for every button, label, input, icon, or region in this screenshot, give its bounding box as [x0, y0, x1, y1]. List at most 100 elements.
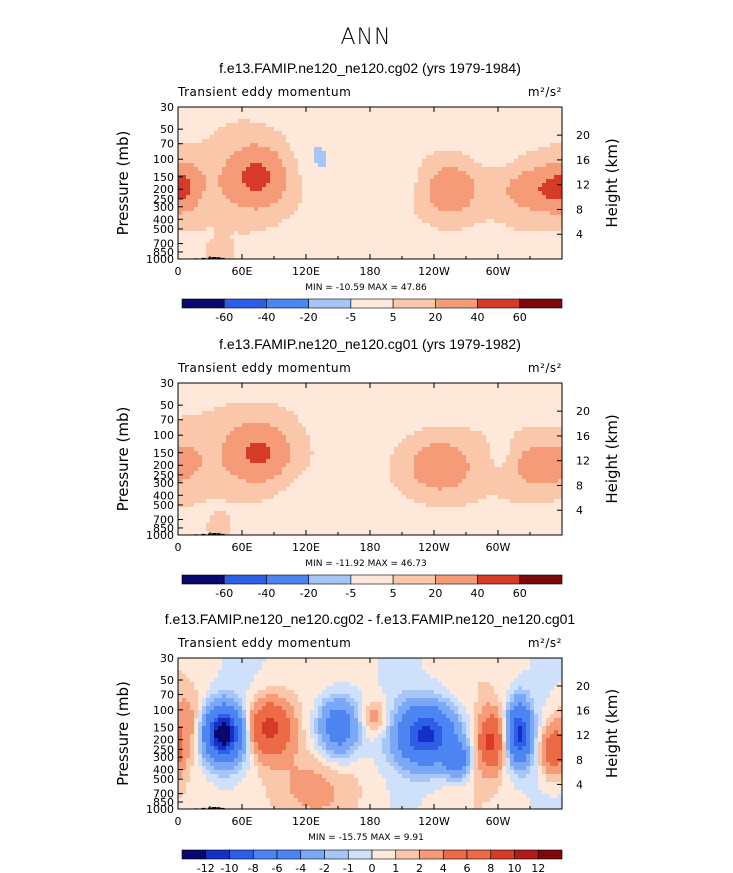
min-max-stats: MIN = -11.92 MAX = 46.73: [305, 559, 426, 569]
x-tick-label: 120E: [292, 265, 320, 278]
panel-1: f.e13.FAMIP.ne120_ne120.cg02 (yrs 1979-1…: [114, 60, 621, 324]
topography-bar: [216, 807, 221, 809]
p-tick-label: 150: [153, 171, 174, 184]
p-tick-label: 300: [153, 751, 174, 764]
colorbar-label: -20: [300, 311, 318, 324]
colorbar-swatch: [347, 849, 373, 860]
colorbar-swatch: [514, 849, 539, 860]
colorbar-label: 20: [428, 311, 442, 324]
colorbar-swatch: [537, 849, 563, 860]
p-tick-label: 500: [153, 223, 174, 236]
colorbar-swatch: [490, 849, 515, 860]
colorbar-swatch: [266, 574, 309, 585]
topography-bar: [201, 807, 206, 809]
p-tick-label: 70: [160, 414, 174, 427]
min-max-stats: MIN = -10.59 MAX = 47.86: [305, 283, 427, 293]
colorbar-swatch: [181, 574, 225, 585]
p-tick-label: 250: [153, 743, 174, 756]
colorbar-swatch: [223, 298, 267, 309]
p-tick-label: 500: [153, 773, 174, 786]
colorbar-label: -2: [319, 862, 330, 873]
colorbar-label: 0: [369, 862, 376, 873]
topography-bar: [212, 533, 217, 535]
p-tick-label: 300: [153, 201, 174, 214]
colorbar-label: 10: [508, 862, 522, 873]
p-tick-label: 250: [153, 469, 174, 482]
colorbar-label: -40: [257, 587, 275, 600]
colorbar-swatch: [395, 849, 420, 860]
p-tick-label: 850: [153, 522, 174, 535]
colorbar-swatch: [308, 298, 352, 309]
h-tick-label: 12: [576, 455, 590, 468]
topography-bar: [220, 533, 225, 535]
h-tick-label: 4: [576, 778, 583, 791]
colorbar-label: -10: [221, 862, 239, 873]
variable-label: Transient eddy momentum: [177, 361, 351, 375]
x-tick-label: 180: [360, 541, 381, 554]
p-tick-label: 400: [153, 213, 174, 226]
colorbar-swatch: [181, 298, 225, 309]
p-tick-label: 30: [160, 377, 174, 390]
y-axis-label: Pressure (mb): [114, 681, 132, 786]
x-tick-label: 180: [360, 815, 381, 828]
colorbar-swatch: [324, 849, 349, 860]
p-tick-label: 50: [160, 123, 174, 136]
h-tick-label: 16: [576, 430, 590, 443]
x-tick-label: 120W: [418, 265, 450, 278]
panels: f.e13.FAMIP.ne120_ne120.cg02 (yrs 1979-1…: [114, 60, 621, 873]
variable-label: Transient eddy momentum: [177, 636, 351, 650]
p-tick-label: 400: [153, 764, 174, 777]
x-tick-label: 60W: [486, 265, 511, 278]
colorbar-label: -60: [215, 587, 233, 600]
colorbar-swatch: [350, 298, 394, 309]
p-tick-label: 30: [160, 652, 174, 665]
colorbar-label: -4: [295, 862, 306, 873]
x-tick-label: 0: [175, 541, 182, 554]
colorbar-label: 4: [440, 862, 447, 873]
colorbar-label: -60: [215, 311, 233, 324]
topography-bar: [212, 257, 217, 259]
colorbar-label: 40: [471, 587, 485, 600]
contour-field: [178, 107, 562, 259]
panel-title: f.e13.FAMIP.ne120_ne120.cg02 (yrs 1979-1…: [219, 60, 521, 76]
y2-axis-label: Height (km): [603, 138, 621, 227]
p-tick-label: 700: [153, 514, 174, 527]
p-tick-label: 400: [153, 489, 174, 502]
p-tick-label: 500: [153, 499, 174, 512]
colorbar-swatch: [519, 298, 563, 309]
topography-bar: [201, 257, 206, 259]
h-tick-label: 20: [576, 680, 590, 693]
colorbar: -60 -40 -20 -5 5 20 40 60: [181, 574, 563, 600]
p-tick-label: 50: [160, 399, 174, 412]
units-label: m²/s²: [528, 361, 562, 375]
colorbar-label: 40: [471, 311, 485, 324]
colorbar-swatch: [205, 849, 230, 860]
colorbar-swatch: [223, 574, 267, 585]
x-tick-label: 0: [175, 815, 182, 828]
h-tick-label: 8: [576, 754, 583, 767]
colorbar-label: -20: [300, 587, 318, 600]
h-tick-label: 20: [576, 405, 590, 418]
colorbar-swatch: [276, 849, 302, 860]
panel-2: f.e13.FAMIP.ne120_ne120.cg01 (yrs 1979-1…: [114, 336, 621, 600]
x-tick-label: 60E: [232, 265, 253, 278]
panel-title: f.e13.FAMIP.ne120_ne120.cg01 (yrs 1979-1…: [219, 336, 521, 352]
colorbar-label: -5: [345, 311, 356, 324]
y2-axis-label: Height (km): [603, 414, 621, 503]
units-label: m²/s²: [528, 85, 562, 99]
h-tick-label: 8: [576, 203, 583, 216]
h-tick-label: 16: [576, 705, 590, 718]
x-tick-label: 120E: [292, 815, 320, 828]
colorbar-swatch: [477, 298, 521, 309]
colorbar-label: 6: [464, 862, 471, 873]
p-tick-label: 250: [153, 193, 174, 206]
colorbar-swatch: [477, 574, 521, 585]
colorbar-swatch: [252, 849, 278, 860]
colorbar-swatch: [392, 298, 436, 309]
topography-bar: [212, 807, 217, 809]
panel-3: f.e13.FAMIP.ne120_ne120.cg02 - f.e13.FAM…: [114, 611, 621, 873]
colorbar-label: -8: [248, 862, 259, 873]
colorbar-label: 60: [513, 587, 527, 600]
colorbar-swatch: [435, 298, 478, 309]
h-tick-label: 12: [576, 179, 590, 192]
